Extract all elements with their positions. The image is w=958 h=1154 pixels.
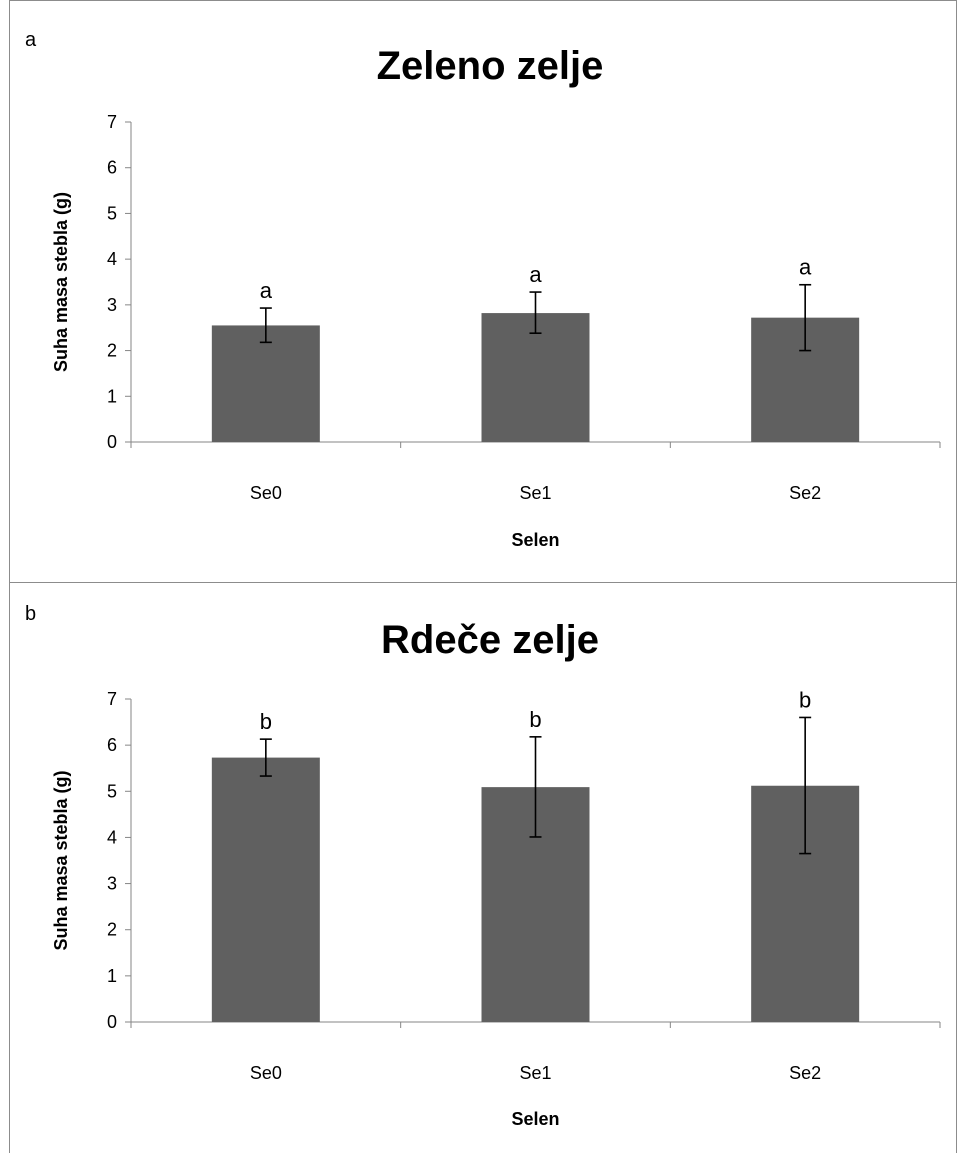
- significance-label: a: [260, 278, 273, 303]
- x-axis-title: Selen: [511, 1109, 559, 1129]
- y-tick-label: 7: [107, 112, 117, 132]
- chart-panel-a: a Zeleno zelje Suha masa stebla (g) Selen 0 1…: [9, 0, 957, 583]
- y-tick-label: 5: [107, 781, 117, 801]
- y-tick-label: 0: [107, 432, 117, 452]
- y-tick-label: 4: [107, 249, 117, 269]
- x-tick-label: Se0: [250, 1063, 282, 1083]
- chart-title: Rdeče zelje: [381, 618, 599, 662]
- bar-se0: [211, 757, 320, 1022]
- y-tick-label: 6: [107, 735, 117, 755]
- x-tick-label: Se0: [250, 483, 282, 503]
- y-axis-title: Suha masa stebla (g): [51, 770, 71, 950]
- y-tick-label: 1: [107, 386, 117, 406]
- chart-title: Zeleno zelje: [377, 44, 604, 88]
- y-tick-label: 3: [107, 295, 117, 315]
- chart-panel-b: b Rdeče zelje Suha masa stebla (g) Selen 0 1 2…: [9, 582, 957, 1153]
- significance-label: a: [529, 262, 542, 287]
- x-tick-label: Se2: [789, 483, 821, 503]
- significance-label: b: [529, 707, 541, 732]
- y-tick-label: 3: [107, 874, 117, 894]
- y-tick-label: 7: [107, 689, 117, 709]
- y-tick-label: 5: [107, 203, 117, 223]
- x-tick-label: Se1: [519, 1063, 551, 1083]
- y-tick-label: 6: [107, 158, 117, 178]
- bar-chart-b: b Rdeče zelje Suha masa stebla (g) Selen 0 1 2…: [25, 603, 941, 1129]
- panel-letter: b: [25, 603, 36, 625]
- bar-se1: [481, 313, 590, 442]
- significance-label: b: [260, 709, 272, 734]
- bar-chart-a: a Zeleno zelje Suha masa stebla (g) Selen 0 1…: [25, 29, 941, 550]
- significance-label: a: [799, 255, 812, 280]
- y-tick-label: 4: [107, 827, 117, 847]
- y-axis-title: Suha masa stebla (g): [51, 192, 71, 372]
- y-tick-label: 1: [107, 966, 117, 986]
- bar-se0: [211, 325, 320, 442]
- y-tick-label: 2: [107, 341, 117, 361]
- y-tick-label: 0: [107, 1012, 117, 1032]
- x-tick-label: Se1: [519, 483, 551, 503]
- x-tick-label: Se2: [789, 1063, 821, 1083]
- x-axis-title: Selen: [511, 530, 559, 550]
- y-tick-label: 2: [107, 920, 117, 940]
- panel-letter: a: [25, 29, 37, 51]
- significance-label: b: [799, 687, 811, 712]
